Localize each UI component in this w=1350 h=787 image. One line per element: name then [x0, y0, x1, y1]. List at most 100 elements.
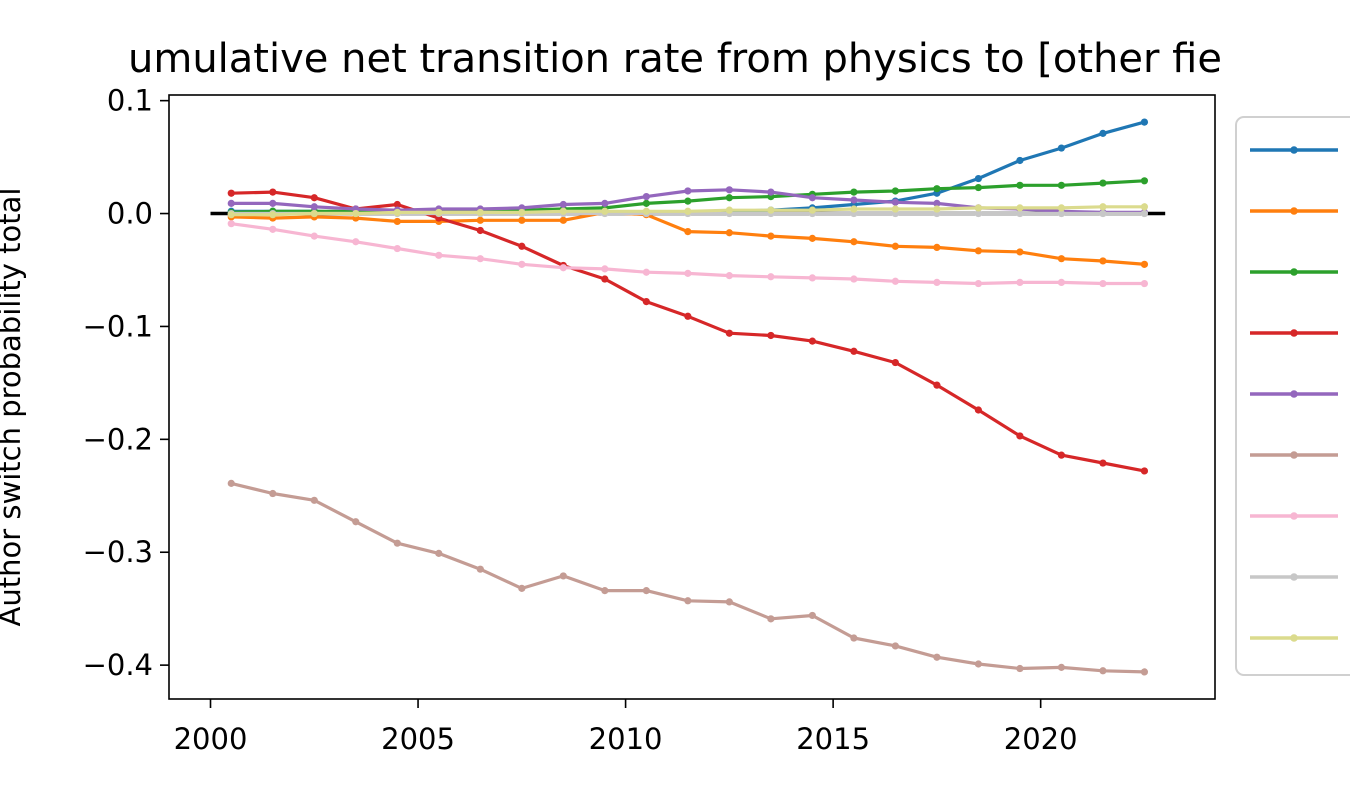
series-3-point — [642, 199, 650, 207]
series-6-point — [1016, 664, 1024, 673]
x-tick-label: 2000 — [174, 722, 248, 756]
series-9-point — [725, 206, 733, 214]
series-1-point — [1057, 144, 1066, 152]
series-7-point — [1057, 278, 1066, 287]
series-5-point — [269, 199, 277, 207]
series-3-point — [1140, 177, 1149, 185]
series-9-point — [642, 207, 650, 215]
series-6-point — [559, 572, 567, 580]
series-7-point — [393, 244, 401, 253]
x-tick-label: 2005 — [381, 722, 455, 756]
series-6-point — [310, 496, 318, 504]
series-2-point — [393, 217, 401, 226]
series-6-point — [227, 479, 235, 487]
legend-swatch-marker — [1290, 329, 1298, 337]
x-tick-label: 2020 — [1004, 722, 1078, 756]
series-4-point — [767, 331, 775, 340]
series-7-point — [725, 272, 733, 280]
y-tick-label: −0.1 — [83, 309, 153, 343]
series-9-point — [684, 207, 692, 215]
legend-entry — [1250, 573, 1338, 581]
legend — [1235, 116, 1350, 676]
series-7-point — [933, 278, 941, 287]
series-4-point — [476, 226, 484, 235]
series-9-point — [1057, 204, 1066, 212]
series-7-point — [518, 260, 526, 268]
series-3-point — [974, 183, 983, 192]
series-6-point — [601, 587, 609, 595]
series-2-point — [476, 216, 484, 224]
legend-swatch-marker — [1290, 390, 1298, 398]
legend-entry — [1250, 512, 1338, 520]
series-8-point — [1016, 209, 1024, 218]
series-4-point — [642, 298, 650, 306]
series-1-point — [1140, 118, 1149, 126]
series-3-point — [684, 197, 692, 205]
series-4-point — [1140, 467, 1149, 475]
series-7-point — [352, 238, 360, 246]
series-4-point — [393, 200, 401, 209]
series-3-point — [850, 188, 858, 196]
series-7-point — [891, 277, 899, 285]
x-tick-label: 2015 — [796, 722, 870, 756]
series-9-point — [435, 208, 443, 217]
legend-entry — [1250, 390, 1338, 398]
series-3-point — [1099, 179, 1107, 187]
series-9-point — [601, 207, 609, 215]
series-9-point — [767, 206, 775, 214]
series-2-point — [891, 242, 899, 250]
series-9-point — [518, 208, 526, 217]
series-9-point — [850, 205, 858, 213]
legend-entry — [1250, 268, 1338, 276]
axes: 2000 2005 2010 2015 2020 0.1 0.0 −0.1 −0.2 −0.3 −0… — [83, 84, 1216, 756]
series-7-point — [435, 251, 443, 259]
series-7-point — [974, 279, 983, 288]
series-2-point — [1057, 255, 1066, 263]
series-9-point — [559, 207, 567, 215]
series-2-point — [850, 238, 858, 246]
series-4-point — [850, 347, 858, 355]
series-7-point — [1099, 279, 1107, 288]
series-5-point — [684, 187, 692, 195]
series-5-point — [850, 196, 858, 204]
series-6-point — [476, 565, 484, 573]
y-tick-label: 0.0 — [107, 197, 153, 231]
legend-swatch-marker — [1290, 573, 1298, 581]
series-4-point — [933, 381, 941, 389]
series-2-point — [1099, 257, 1107, 265]
series-6-point — [642, 587, 650, 595]
series-7-point — [1140, 279, 1149, 288]
series-6-point — [684, 597, 692, 605]
y-tick-label: 0.1 — [107, 84, 153, 118]
series-8-point — [1057, 209, 1066, 218]
legend-entry — [1250, 146, 1338, 154]
series-8-point — [974, 209, 983, 218]
series-4-point — [808, 337, 816, 345]
series-8-point — [1099, 209, 1107, 218]
series-2-point — [767, 232, 775, 240]
series-2-point — [808, 234, 816, 242]
series-3-point — [933, 185, 941, 193]
series-9-point — [352, 209, 360, 218]
series-2-point — [518, 216, 526, 224]
y-tick-label: −0.4 — [83, 648, 153, 682]
series-7-point — [808, 274, 816, 282]
series-4-point — [227, 189, 235, 197]
series-6-point — [269, 489, 277, 498]
series-3-point — [1016, 181, 1024, 189]
series-4-point — [1057, 451, 1066, 459]
series-5-point — [227, 199, 235, 207]
series-4 — [227, 188, 1149, 475]
series-5-point — [559, 200, 567, 209]
series-5-point — [642, 193, 650, 201]
series-6-point — [891, 642, 899, 650]
plot-frame — [168, 94, 1216, 700]
legend-entry — [1250, 634, 1338, 642]
series-7-point — [269, 225, 277, 233]
series-7-point — [310, 232, 318, 240]
series-6-point — [518, 584, 526, 592]
series-7-point — [559, 264, 567, 272]
series-6-point — [767, 615, 775, 623]
series-2-point — [559, 216, 567, 224]
